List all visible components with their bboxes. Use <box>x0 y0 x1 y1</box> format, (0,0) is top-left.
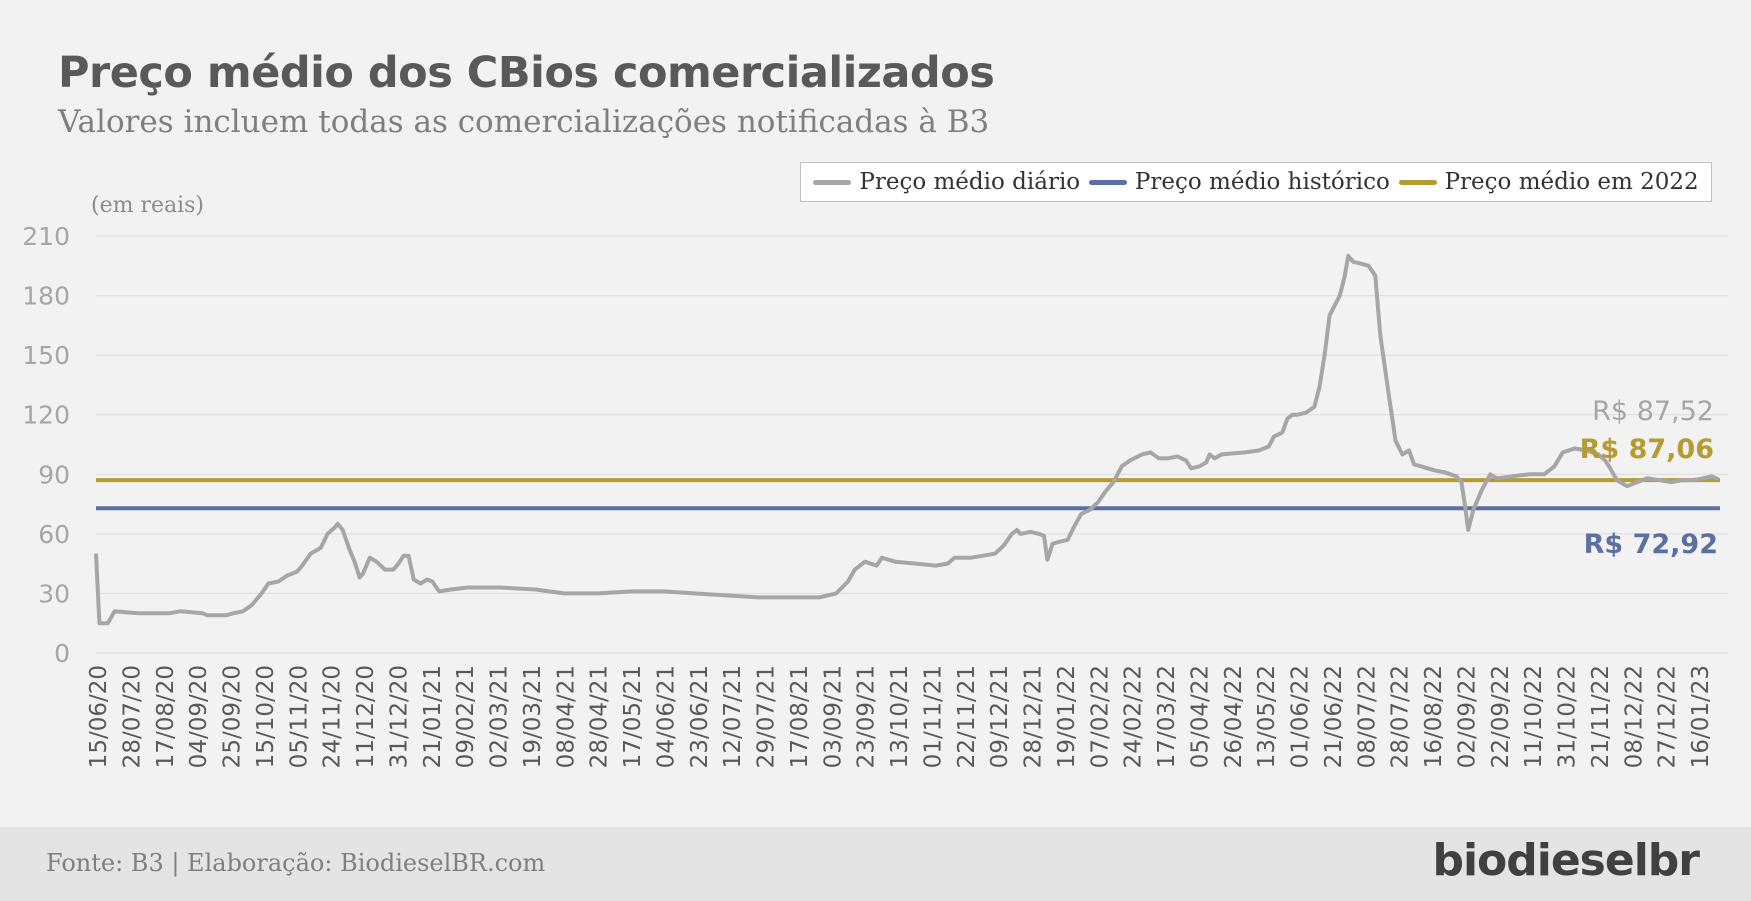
legend-label-2022: Preço médio em 2022 <box>1444 169 1699 195</box>
x-tick-label: 07/02/22 <box>1087 665 1113 768</box>
series-layer <box>94 253 1720 626</box>
x-tick-label: 16/01/23 <box>1688 665 1714 768</box>
x-tick-label: 04/09/20 <box>186 665 212 768</box>
x-tick-label: 15/06/20 <box>86 665 112 768</box>
x-tick-label: 12/07/21 <box>720 665 746 768</box>
x-tick-label: 24/11/20 <box>320 665 346 768</box>
x-tick-label: 23/09/21 <box>854 665 880 768</box>
x-tick-label: 28/07/20 <box>119 665 145 768</box>
x-tick-label: 17/08/21 <box>787 665 813 768</box>
x-tick-label: 28/04/21 <box>587 665 613 768</box>
line-chart: 0 30 60 90 120 150 180 210 15/06/20 28/07/20 17/0… <box>22 222 1728 768</box>
legend-swatch-daily <box>813 179 852 185</box>
y-tick-label: 120 <box>22 401 70 430</box>
x-tick-label: 28/12/21 <box>1021 665 1047 768</box>
x-tick-label: 05/11/20 <box>286 665 312 768</box>
x-tick-label: 13/10/21 <box>887 665 913 768</box>
x-tick-label: 29/07/21 <box>754 665 780 768</box>
x-tick-label: 08/12/22 <box>1621 665 1647 768</box>
legend-label-daily: Preço médio diário <box>859 169 1081 195</box>
x-tick-label: 09/12/21 <box>987 665 1013 768</box>
x-axis-ticks: 15/06/20 28/07/20 17/08/20 04/09/20 25/09/20… <box>86 665 1714 768</box>
x-tick-label: 31/12/20 <box>386 665 412 768</box>
x-tick-label: 17/03/22 <box>1154 665 1180 768</box>
x-tick-label: 22/09/22 <box>1488 665 1514 768</box>
y-tick-label: 90 <box>38 460 70 489</box>
annotation-avg-historic: R$ 72,92 <box>1584 529 1718 560</box>
x-tick-label: 11/12/20 <box>353 665 379 768</box>
y-axis-unit-label: (em reais) <box>91 193 205 218</box>
x-tick-label: 08/07/22 <box>1354 665 1380 768</box>
x-tick-label: 26/04/22 <box>1221 665 1247 768</box>
footer-source: Fonte: B3 | Elaboração: BiodieselBR.com <box>46 849 546 877</box>
y-tick-label: 150 <box>22 341 70 370</box>
x-tick-label: 17/08/20 <box>153 665 179 768</box>
x-tick-label: 15/10/20 <box>253 665 279 768</box>
legend-swatch-historic <box>1088 179 1127 185</box>
x-tick-label: 11/10/22 <box>1521 665 1547 768</box>
x-tick-label: 01/06/22 <box>1288 665 1314 768</box>
y-tick-label: 30 <box>38 579 70 608</box>
x-tick-label: 01/11/21 <box>920 665 946 768</box>
y-tick-label: 0 <box>54 639 70 668</box>
x-tick-label: 08/04/21 <box>553 665 579 768</box>
x-tick-label: 03/09/21 <box>820 665 846 768</box>
chart-legend: Preço médio diário Preço médio histórico… <box>800 162 1712 202</box>
x-tick-label: 28/07/22 <box>1388 665 1414 768</box>
x-tick-label: 16/08/22 <box>1421 665 1447 768</box>
gridlines <box>96 235 1728 654</box>
x-tick-label: 24/02/22 <box>1121 665 1147 768</box>
x-tick-label: 25/09/20 <box>220 665 246 768</box>
chart-title: Preço médio dos CBios comercializados <box>58 48 995 98</box>
x-tick-label: 22/11/21 <box>954 665 980 768</box>
x-tick-label: 17/05/21 <box>620 665 646 768</box>
y-tick-label: 180 <box>22 282 70 311</box>
x-tick-label: 27/12/22 <box>1655 665 1681 768</box>
x-tick-label: 23/06/21 <box>687 665 713 768</box>
x-tick-label: 19/03/21 <box>520 665 546 768</box>
x-tick-label: 02/09/22 <box>1454 665 1480 768</box>
x-tick-label: 19/01/22 <box>1054 665 1080 768</box>
x-tick-label: 21/11/22 <box>1588 665 1614 768</box>
legend-item-historic: Preço médio histórico <box>1088 169 1390 195</box>
legend-swatch-2022 <box>1398 179 1437 185</box>
x-tick-label: 02/03/21 <box>487 665 513 768</box>
y-axis-ticks: 0 30 60 90 120 150 180 210 <box>22 222 70 668</box>
footer: Fonte: B3 | Elaboração: BiodieselBR.com … <box>0 827 1751 901</box>
y-tick-label: 210 <box>22 222 70 251</box>
series-line-daily-price <box>94 253 1720 626</box>
legend-item-daily: Preço médio diário <box>813 169 1080 195</box>
brand-logo: biodieselbr <box>1432 835 1700 886</box>
x-tick-label: 21/06/22 <box>1321 665 1347 768</box>
x-tick-label: 04/06/21 <box>653 665 679 768</box>
annotation-last-daily: R$ 87,52 <box>1592 396 1714 427</box>
x-tick-label: 05/04/22 <box>1187 665 1213 768</box>
y-tick-label: 60 <box>38 520 70 549</box>
legend-item-2022: Preço médio em 2022 <box>1398 169 1699 195</box>
x-tick-label: 13/05/22 <box>1254 665 1280 768</box>
annotation-avg-2022: R$ 87,06 <box>1580 434 1714 465</box>
legend-label-historic: Preço médio histórico <box>1134 169 1390 195</box>
chart-subtitle: Valores incluem todas as comercializaçõe… <box>58 104 990 140</box>
x-tick-label: 31/10/22 <box>1555 665 1581 768</box>
x-tick-label: 21/01/21 <box>420 665 446 768</box>
x-tick-label: 09/02/21 <box>453 665 479 768</box>
